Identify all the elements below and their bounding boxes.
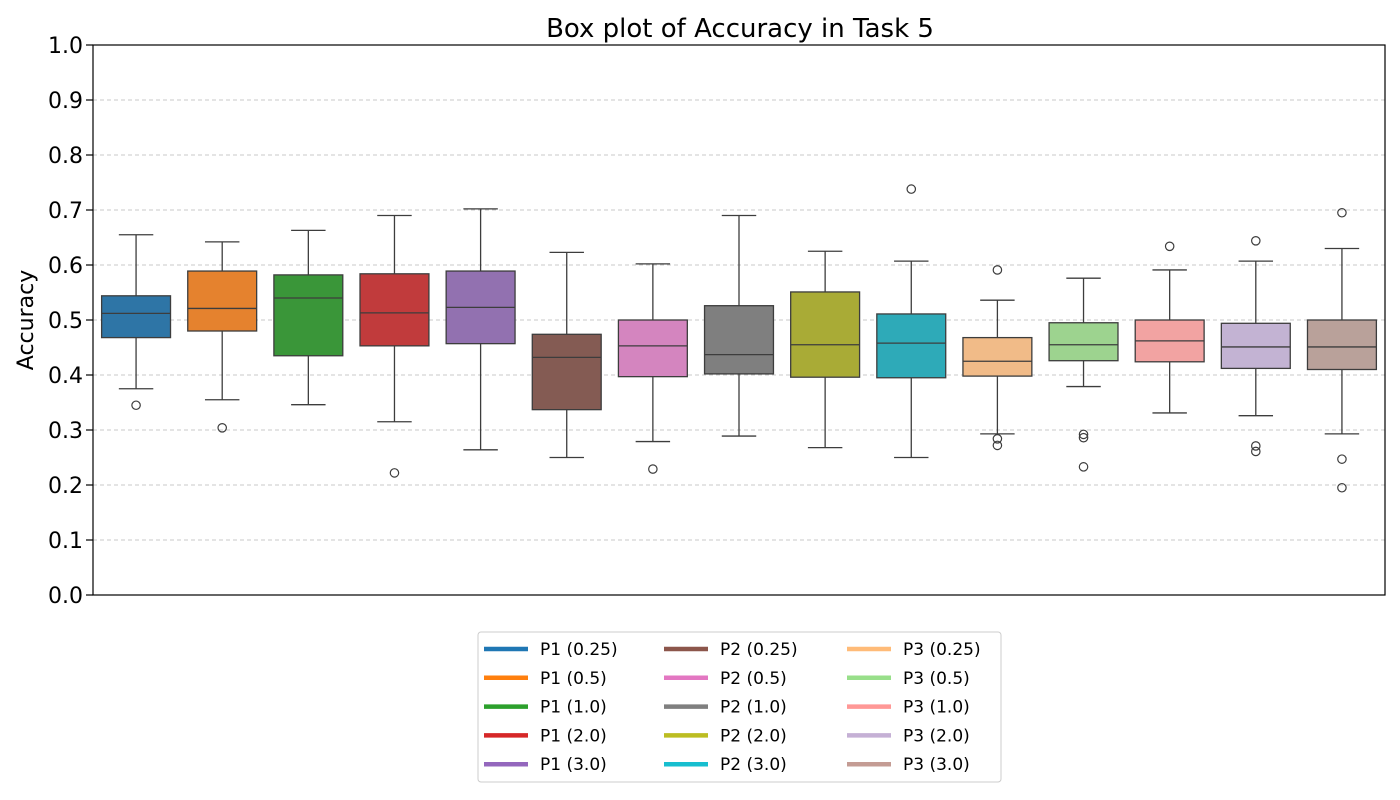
y-tick-label: 0.6	[48, 254, 83, 279]
box-group	[531, 251, 602, 459]
box-body	[1048, 322, 1119, 362]
y-tick-label: 0.4	[48, 364, 83, 389]
box-body	[962, 336, 1033, 377]
y-axis-ticks: 0.0 0.1 0.2 0.3 0.4 0.5 0.6 0.7 0.8 0.9 1.0	[48, 34, 93, 609]
box-series	[100, 184, 1378, 493]
legend-label: P2 (0.25)	[720, 640, 798, 660]
outlier-point	[1337, 454, 1347, 464]
y-tick-label: 0.3	[48, 419, 83, 444]
box-group	[703, 214, 775, 437]
legend-label: P1 (2.0)	[540, 726, 607, 746]
outlier-point	[992, 433, 1003, 444]
box-group	[617, 263, 688, 474]
box-group	[1220, 236, 1291, 457]
legend: P1 (0.25) P1 (0.5) P1 (1.0) P1 (2.0) P1 (3.0…	[477, 631, 1002, 783]
legend-label: P3 (1.0)	[903, 698, 970, 718]
legend-label: P2 (3.0)	[720, 755, 787, 775]
outlier-point	[1078, 432, 1089, 443]
y-tick-label: 0.7	[48, 199, 83, 224]
chart-title: Box plot of Accuracy in Task 5	[546, 14, 934, 44]
box-group	[100, 234, 172, 411]
box-group	[1134, 241, 1205, 414]
legend-item: P2 (1.0)	[664, 698, 787, 718]
box-body	[790, 291, 861, 378]
box-group	[273, 229, 344, 406]
box-body	[187, 270, 258, 332]
legend-item: P2 (3.0)	[664, 755, 787, 775]
outlier-point	[217, 422, 227, 433]
box-group	[359, 214, 430, 478]
legend-label: P3 (3.0)	[903, 755, 970, 775]
y-tick-label: 0.0	[48, 584, 83, 609]
y-tick-label: 0.8	[48, 144, 83, 169]
box-body	[703, 305, 775, 375]
legend-label: P1 (0.5)	[540, 669, 607, 689]
legend-item: P1 (0.25)	[484, 640, 618, 660]
box-body	[531, 333, 602, 411]
y-tick-label: 1.0	[48, 34, 83, 59]
outlier-point	[131, 400, 141, 411]
legend-label: P2 (1.0)	[720, 698, 787, 718]
box-body	[876, 313, 947, 379]
legend-label: P3 (2.0)	[903, 726, 970, 746]
box-body	[100, 295, 172, 339]
legend-label: P1 (0.25)	[540, 640, 618, 660]
legend-label: P1 (3.0)	[540, 755, 607, 775]
outlier-point	[1337, 207, 1347, 218]
legend-item: P3 (0.25)	[847, 640, 981, 660]
legend-item: P1 (1.0)	[484, 698, 607, 718]
legend-item: P3 (2.0)	[847, 726, 970, 746]
legend-label: P1 (1.0)	[540, 698, 607, 718]
legend-label: P2 (0.5)	[720, 669, 787, 689]
y-axis-label: Accuracy	[14, 270, 39, 370]
box-group	[962, 265, 1033, 451]
box-group	[790, 250, 861, 449]
box-body	[617, 319, 688, 378]
legend-label: P3 (0.5)	[903, 669, 970, 689]
legend-item: P2 (0.25)	[664, 640, 798, 660]
box-body	[273, 274, 344, 357]
box-body	[1220, 322, 1291, 370]
outlier-point	[1251, 446, 1261, 457]
legend-label: P3 (0.25)	[903, 640, 981, 660]
outlier-point	[992, 265, 1003, 275]
legend-item: P2 (0.5)	[664, 669, 787, 689]
y-tick-label: 0.2	[48, 474, 83, 499]
box-group	[1306, 207, 1378, 493]
legend-item: P3 (1.0)	[847, 698, 970, 718]
legend-item: P3 (3.0)	[847, 755, 970, 775]
outlier-point	[648, 464, 658, 474]
box-body	[1306, 319, 1378, 371]
outlier-point	[992, 440, 1003, 451]
outlier-point	[1251, 236, 1261, 246]
y-tick-label: 0.5	[48, 309, 83, 334]
box-group	[187, 241, 258, 433]
outlier-point	[389, 468, 400, 478]
legend-item: P3 (0.5)	[847, 669, 970, 689]
y-tick-label: 0.1	[48, 529, 83, 554]
legend-item: P1 (0.5)	[484, 669, 607, 689]
legend-item: P1 (3.0)	[484, 755, 607, 775]
legend-item: P1 (2.0)	[484, 726, 607, 746]
box-body	[359, 273, 430, 347]
outlier-point	[1164, 241, 1175, 252]
box-group	[1048, 277, 1119, 472]
y-tick-label: 0.9	[48, 89, 83, 114]
legend-label: P2 (2.0)	[720, 726, 787, 746]
outlier-point	[906, 184, 917, 194]
box-group	[876, 184, 947, 459]
outlier-point	[1337, 482, 1347, 493]
box-group	[445, 208, 516, 451]
outlier-point	[1078, 462, 1089, 472]
outlier-point	[1078, 429, 1089, 440]
legend-frame	[477, 631, 1002, 783]
legend-item: P2 (2.0)	[664, 726, 787, 746]
outlier-point	[1251, 441, 1261, 451]
